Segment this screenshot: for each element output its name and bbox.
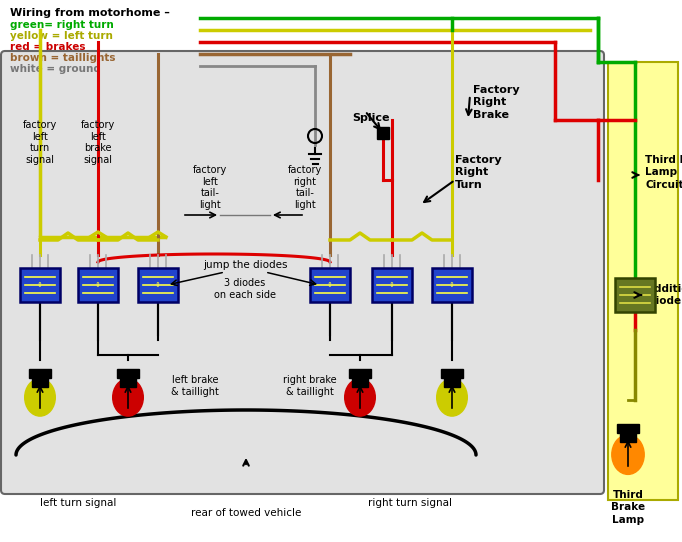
Text: Factory
Right
Turn: Factory Right Turn [455, 155, 502, 190]
Text: factory
left
brake
signal: factory left brake signal [81, 120, 115, 165]
Text: jump the diodes: jump the diodes [203, 260, 287, 270]
Bar [352, 372, 368, 387]
Text: Wiring from motorhome –: Wiring from motorhome – [10, 8, 170, 18]
Ellipse shape [344, 379, 375, 416]
FancyBboxPatch shape [20, 268, 60, 302]
Text: Third Brake
Lamp
Circuit: Third Brake Lamp Circuit [645, 155, 682, 190]
Text: factory
right
tail-
light: factory right tail- light [288, 165, 322, 210]
Bar [377, 127, 389, 139]
Text: ⇕: ⇕ [95, 282, 101, 288]
Text: right turn signal: right turn signal [368, 498, 452, 508]
Ellipse shape [612, 435, 644, 474]
FancyBboxPatch shape [310, 268, 350, 302]
Text: red = brakes: red = brakes [10, 42, 85, 52]
Text: green= right turn: green= right turn [10, 20, 114, 30]
Bar [117, 369, 139, 378]
Text: rear of towed vehicle: rear of towed vehicle [191, 508, 301, 518]
Text: Additional
Diode: Additional Diode [647, 284, 682, 306]
FancyBboxPatch shape [432, 268, 472, 302]
Text: factory
left
tail-
light: factory left tail- light [193, 165, 227, 210]
FancyBboxPatch shape [615, 278, 655, 312]
Text: left turn signal: left turn signal [40, 498, 117, 508]
Ellipse shape [113, 379, 143, 416]
Text: ⇕: ⇕ [37, 282, 43, 288]
Text: 3 diodes
on each side: 3 diodes on each side [214, 278, 276, 300]
Text: Splice: Splice [352, 113, 389, 123]
Ellipse shape [25, 379, 55, 416]
Text: ⇕: ⇕ [389, 282, 395, 288]
Text: white = ground: white = ground [10, 64, 101, 74]
Text: factory
left
turn
signal: factory left turn signal [23, 120, 57, 165]
FancyBboxPatch shape [78, 268, 118, 302]
FancyBboxPatch shape [372, 268, 412, 302]
Text: left brake
& taillight: left brake & taillight [171, 375, 219, 397]
Text: Third
Brake
Lamp: Third Brake Lamp [611, 490, 645, 525]
Bar [120, 372, 136, 387]
Text: yellow = left turn: yellow = left turn [10, 31, 113, 41]
Text: ⇕: ⇕ [327, 282, 333, 288]
Text: brown = taillights: brown = taillights [10, 53, 115, 63]
Bar [441, 369, 463, 378]
Bar [608, 62, 678, 500]
FancyBboxPatch shape [1, 51, 604, 494]
Bar [620, 428, 636, 442]
Text: ⇕: ⇕ [632, 292, 638, 298]
Bar [32, 372, 48, 387]
Bar [29, 369, 51, 378]
Text: ⇕: ⇕ [449, 282, 455, 288]
FancyBboxPatch shape [138, 268, 178, 302]
Text: Factory
Right
Brake: Factory Right Brake [473, 85, 520, 120]
Text: right brake
& taillight: right brake & taillight [283, 375, 337, 397]
Bar [349, 369, 371, 378]
Ellipse shape [436, 379, 467, 416]
Bar [617, 424, 639, 433]
Bar [444, 372, 460, 387]
Text: ⇕: ⇕ [155, 282, 161, 288]
